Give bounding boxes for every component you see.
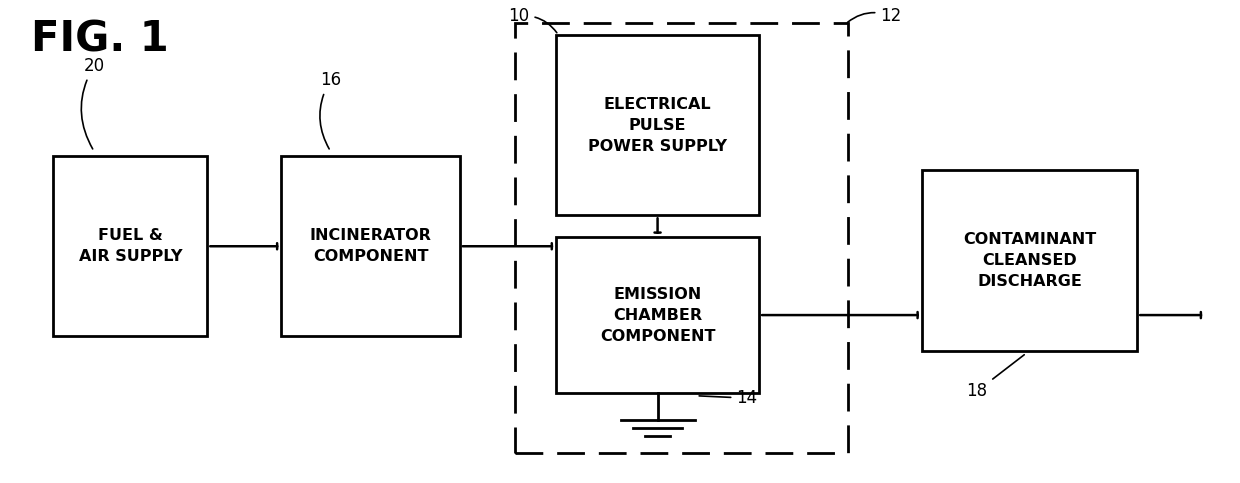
Text: 10: 10 [508,7,557,33]
Text: FIG. 1: FIG. 1 [31,18,169,60]
Bar [556,237,759,393]
Text: 14: 14 [699,389,758,407]
Text: CONTAMINANT
CLEANSED
DISCHARGE: CONTAMINANT CLEANSED DISCHARGE [963,232,1096,289]
Text: EMISSION
CHAMBER
COMPONENT: EMISSION CHAMBER COMPONENT [600,286,715,343]
Text: 20: 20 [82,57,104,149]
Bar [921,170,1137,351]
Text: 12: 12 [847,7,901,25]
Text: 16: 16 [320,71,341,149]
Text: INCINERATOR
COMPONENT: INCINERATOR COMPONENT [310,228,432,264]
Bar [281,156,460,337]
Text: FUEL &
AIR SUPPLY: FUEL & AIR SUPPLY [78,228,182,264]
Bar [556,35,759,215]
Text: ELECTRICAL
PULSE
POWER SUPPLY: ELECTRICAL PULSE POWER SUPPLY [588,97,727,154]
Bar [53,156,207,337]
Text: 18: 18 [967,355,1024,400]
Bar [516,23,848,453]
